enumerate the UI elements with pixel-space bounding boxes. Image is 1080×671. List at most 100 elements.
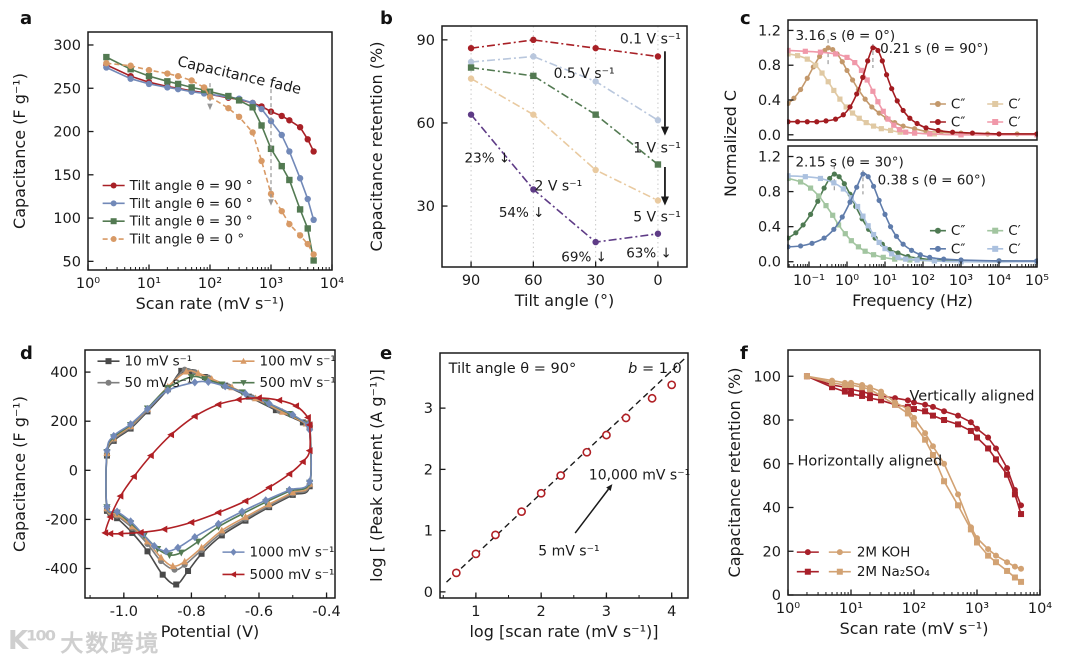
legend-label: Tilt angle θ = 30 ° [129, 214, 253, 230]
y-tick-label: 100 [53, 211, 81, 227]
legend-label: 500 mV s⁻¹ [260, 375, 336, 391]
series-3 [787, 45, 1038, 137]
series-5 [101, 394, 313, 538]
y-tick-label: 100 [753, 369, 781, 385]
panel-a-chart: 10⁰ 10¹ 10² 10³ 10⁴ 50 100 150 200 250 300 Capacita… [10, 31, 344, 313]
panel-d-chart: -1.0 -0.8 -0.6 -0.4 -400 -200 0 200 400 10 mV s⁻¹… [10, 349, 341, 641]
y-tick-label: 150 [53, 168, 81, 184]
x-tick-label: 10⁰ [776, 601, 800, 617]
y-axis-label: Normalized C [721, 90, 740, 197]
panel-f: 10⁰ 10¹ 10² 10³ 10⁴ 0 20 40 60 80 100 Vertically al… [720, 335, 1080, 671]
x-tick-label: 1 [471, 604, 480, 620]
x-tick-label: 10² [902, 601, 926, 617]
series-1 [803, 373, 1025, 518]
legend-label: 5000 mV s⁻¹ [250, 567, 335, 583]
y-tick-label: 2 [424, 462, 433, 478]
y-tick-label: 1.2 [758, 23, 781, 39]
panel-f-chart: 10⁰ 10¹ 10² 10³ 10⁴ 0 20 40 60 80 100 Vertically al… [725, 349, 1052, 638]
y-axis-label: log [ (Peak current (A g⁻¹)] [367, 369, 386, 582]
y-tick-label: 0 [772, 588, 781, 604]
x-tick-label: 10¹ [137, 276, 161, 292]
series-3 [467, 75, 662, 204]
x-tick-label: -0.4 [312, 604, 340, 620]
series-0 [787, 45, 1038, 137]
annotation-text: 0.1 V s⁻¹ [620, 31, 681, 47]
annotation-text: 54% ↓ [499, 205, 545, 221]
y-tick-label: 250 [53, 81, 81, 97]
x-tick-label: 10³ [965, 601, 989, 617]
series-1 [467, 53, 662, 124]
annotation-text: 23% ↓ [465, 151, 511, 167]
x-tick-label: 10⁰ [835, 273, 859, 289]
legend-label: C″ [951, 241, 965, 257]
x-tick-label: -0.8 [177, 604, 205, 620]
legend-label: C′ [1008, 115, 1021, 131]
y-tick-label: 200 [50, 414, 78, 430]
legend-label: 1000 mV s⁻¹ [250, 545, 335, 561]
x-tick-label: 4 [667, 604, 676, 620]
x-tick-label: 10⁵ [1025, 273, 1049, 289]
x-tick-label: 30 [586, 273, 604, 289]
annotation-text: 63% ↓ [626, 246, 672, 262]
legend-label: C″ [951, 223, 965, 239]
plot-1: 10⁻¹ 10⁰ 10¹ 10² 10³ 10⁴ 10⁵ 0.0 0.4 0.8 1.2 2.15 s… [758, 145, 1049, 289]
x-tick-label: 10² [198, 276, 222, 292]
series-1 [787, 51, 1038, 138]
y-tick-label: 60 [763, 457, 781, 473]
y-tick-label: 300 [53, 38, 81, 54]
y-tick-label: 1.2 [758, 150, 781, 166]
y-tick-label: 0.0 [758, 128, 781, 144]
x-tick-label: 10² [911, 273, 935, 289]
plot-0: -1.0 -0.8 -0.6 -0.4 -400 -200 0 200 400 10 mV s⁻¹… [45, 349, 341, 620]
panel-f-letter: f [740, 343, 748, 364]
legend-label: Tilt angle θ = 0 ° [129, 232, 244, 248]
x-tick-label: 3 [602, 604, 611, 620]
annotation-text: 5 mV s⁻¹ [538, 543, 599, 559]
y-tick-label: 200 [53, 125, 81, 141]
panel-e-chart: 1 2 3 4 0 1 2 3 Tilt angle θ = 90° b = 1.0 5 mV s⁻… [367, 352, 690, 641]
annotation-text: 10,000 mV s⁻¹ [589, 468, 690, 484]
series-4 [467, 111, 662, 246]
y-tick-label: 0.8 [758, 185, 781, 201]
panel-e: 1 2 3 4 0 1 2 3 Tilt angle θ = 90° b = 1.0 5 mV s⁻… [360, 335, 720, 671]
x-tick-label: 90 [462, 273, 480, 289]
x-tick-label: 10⁴ [987, 273, 1011, 289]
x-tick-label: 10¹ [839, 601, 863, 617]
panel-d-letter: d [20, 343, 33, 364]
x-axis-label: Potential (V) [161, 622, 260, 641]
annotation-text: 0.5 V s⁻¹ [554, 66, 615, 82]
panel-a-letter: a [20, 8, 33, 29]
x-tick-label: 0 [653, 273, 662, 289]
y-axis-label: Capacitance retention (%) [367, 42, 386, 252]
y-tick-label: 3 [424, 401, 433, 417]
plot-0: 0.0 0.4 0.8 1.2 3.16 s (θ = 0°)0.21 s (θ = 9… [758, 19, 1038, 144]
series-3 [103, 59, 317, 258]
legend-label: 10 mV s⁻¹ [125, 354, 193, 370]
y-axis-label: Capacitance retention (%) [725, 368, 744, 578]
y-tick-label: 0.4 [758, 93, 781, 109]
series-2 [467, 64, 662, 168]
annotation-text: 0.38 s (θ = 60°) [878, 172, 986, 188]
y-tick-label: -200 [45, 512, 78, 528]
panel-c-chart: 0.0 0.4 0.8 1.2 3.16 s (θ = 0°)0.21 s (θ = 9… [721, 19, 1049, 310]
plot-0: 1 2 3 4 0 1 2 3 Tilt angle θ = 90° b = 1.0 5 mV s⁻… [424, 352, 690, 620]
x-tick-label: -0.6 [245, 604, 273, 620]
watermark: K¹⁰⁰ 大数跨境 [8, 624, 160, 658]
y-tick-label: 80 [763, 413, 781, 429]
legend-label: C′ [1008, 241, 1021, 257]
annotation-text: 2 V s⁻¹ [535, 178, 583, 194]
plot-0: 90 60 30 0 30 60 90 0.1 V s⁻¹ 0.5 V s⁻¹ 1 V s⁻¹ 2 … [417, 25, 688, 289]
annotation-text: 2.15 s (θ = 30°) [795, 154, 903, 170]
y-tick-label: -400 [45, 562, 78, 578]
y-tick-label: 0.4 [758, 220, 781, 236]
x-tick-label: 10⁻¹ [793, 273, 825, 289]
panel-b: 90 60 30 0 30 60 90 0.1 V s⁻¹ 0.5 V s⁻¹ 1 V s⁻¹ 2 … [360, 0, 720, 335]
legend-label: C′ [1008, 97, 1021, 113]
panel-d: -1.0 -0.8 -0.6 -0.4 -400 -200 0 200 400 10 mV s⁻¹… [0, 335, 360, 671]
series-0 [467, 36, 662, 60]
x-tick-label: 60 [524, 273, 542, 289]
panel-b-letter: b [380, 8, 393, 29]
annotation-text: 3.16 s (θ = 0°) [795, 28, 895, 44]
x-axis-label: Tilt angle (°) [514, 291, 615, 310]
